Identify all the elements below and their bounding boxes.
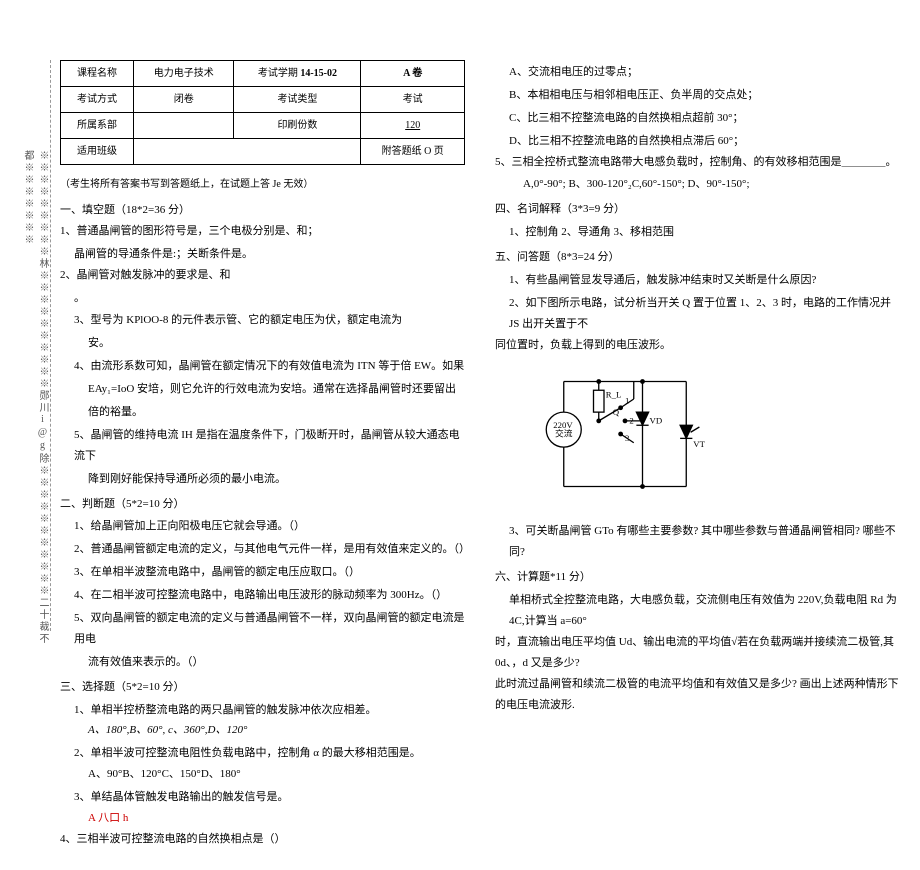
- table-row: 适用班级 附答题纸 O 页: [61, 139, 465, 165]
- q6-1: 单相桥式全控整流电路，大电感负载，交流侧电压有效值为 220V,负载电阻 Rd …: [509, 590, 900, 632]
- q2-2: 2、普通晶闸管额定电流的定义，与其他电气元件一样，是用有效值来定义的。（）: [74, 539, 465, 560]
- cell: 所属系部: [61, 113, 134, 139]
- q1-5b: 降到刚好能保持导通所必须的最小电流。: [88, 469, 465, 490]
- opt-text: A、180°,B、60°, c、360°,D、120°: [88, 724, 247, 736]
- q3-2-opts: A、90°B、120°C、150°D、180°: [88, 764, 465, 785]
- q1-4b: EAy₁=IoO 安培，则它允许的行效电流为安培。通常在选择晶闸管时还要留出: [88, 379, 465, 400]
- q2-5: 5、双向晶闸管的额定电流的定义与普通晶闸管不一样，双向晶闸管的额定电流是用电: [74, 608, 465, 650]
- cell: [133, 139, 360, 165]
- q5-1: 1、有些晶闸管显发导通后，触发脉冲结束时又关断是什么原因?: [509, 270, 900, 291]
- label-vt: VT: [693, 439, 705, 449]
- section-3-title: 三、选择题（5*2=10 分）: [60, 677, 465, 698]
- section-6-title: 六、计算题*11 分）: [495, 567, 900, 588]
- cell: 120: [361, 113, 465, 139]
- label-n2: 2: [629, 415, 633, 425]
- label-n1: 1: [625, 395, 629, 405]
- q1-1: 1、普通晶闸管的图形符号是，三个电极分别是、和；: [60, 221, 465, 242]
- opt-b: B、本相相电压与相邻相电压正、负半周的交点处；: [509, 85, 900, 106]
- section-1-title: 一、填空题（18*2=36 分）: [60, 200, 465, 221]
- label-src2: 交流: [555, 427, 573, 438]
- q1-3: 3、型号为 KPlOO-8 的元件表示管、它的额定电压为伏，额定电流为: [74, 310, 465, 331]
- q3-3-opts: A 八口 h: [88, 808, 465, 829]
- section-2-title: 二、判断题（5*2=10 分）: [60, 494, 465, 515]
- q1-3b: 安。: [88, 333, 465, 354]
- q2-4: 4、在二相半波可控整流电路中，电路输出电压波形的脉动频率为 300Hz。（）: [74, 585, 465, 606]
- label-q: Q: [613, 406, 620, 416]
- q3-1: 1、单相半控桥整流电路的两只晶闸管的触发脉冲依次应相差。: [74, 700, 465, 721]
- q3-5: 5、三相全控桥式整流电路带大电感负载时，控制角、的有效移相范围是＿＿＿＿。: [495, 152, 900, 173]
- cell: 印刷份数: [234, 113, 361, 139]
- info-table: 课程名称 电力电子技术 考试学期 14-15-02 A 卷 考试方式 闭卷 考试…: [60, 60, 465, 165]
- q3-1-opts: A、180°,B、60°, c、360°,D、120°: [88, 720, 465, 741]
- q3-3: 3、单结晶体管触发电路输出的触发信号是。: [74, 787, 465, 808]
- q3-4: 4、三相半波可控整流电路的自然换相点是（）: [60, 829, 465, 850]
- right-column: A、交流相电压的过零点； B、本相相电压与相邻相电压正、负半周的交点处； C、比…: [495, 60, 900, 850]
- cell: 电力电子技术: [133, 61, 234, 87]
- section-5-title: 五、问答题（8*3=24 分）: [495, 247, 900, 268]
- table-row: 考试方式 闭卷 考试类型 考试: [61, 87, 465, 113]
- label-n3: 3: [625, 433, 630, 443]
- cell: 考试类型: [234, 87, 361, 113]
- label-rl: R_L: [606, 389, 622, 399]
- q2-3: 3、在单相半波整流电路中，晶闸管的额定电压应取口。（）: [74, 562, 465, 583]
- q2-1: 1、给晶闸管加上正向阳极电压它就会导通。（）: [74, 516, 465, 537]
- opt-a: A、交流相电压的过零点；: [509, 62, 900, 83]
- label-vd: VD: [650, 415, 663, 425]
- binding-dash-line: [50, 60, 51, 631]
- section-4-title: 四、名词解释（3*3=9 分）: [495, 199, 900, 220]
- cell-label: 考试学期: [258, 68, 298, 79]
- q1-2b: 。: [74, 288, 465, 309]
- q1-2: 2、晶闸管对触发脉冲的要求是、和: [60, 265, 465, 286]
- table-row: 所属系部 印刷份数 120: [61, 113, 465, 139]
- cell: 适用班级: [61, 139, 134, 165]
- q6-2: 时，直流输出电压平均值 Ud、输出电流的平均值√若在负载两端并接续流二极管,其 …: [495, 632, 900, 674]
- q2-5b: 流有效值来表示的。（）: [88, 652, 465, 673]
- cell: [133, 113, 234, 139]
- q6-3: 此时流过晶闸管和续流二极管的电流平均值和有效值又是多少? 画出上述两种情形下的电…: [495, 674, 900, 716]
- q3-2: 2、单相半波可控整流电阻性负载电路中，控制角 α 的最大移相范围是。: [74, 743, 465, 764]
- q5-3: 3、可关断晶闸管 GTo 有哪些主要参数? 其中哪些参数与普通晶闸管相同? 哪些…: [509, 521, 900, 563]
- circuit-diagram: R_L 1 Q 2 3 VD VT 220V 交流: [535, 364, 715, 504]
- cell: 课程名称: [61, 61, 134, 87]
- opt-c: C、比三相不控整流电路的自然换相点超前 30°；: [509, 108, 900, 129]
- table-row: 课程名称 电力电子技术 考试学期 14-15-02 A 卷: [61, 61, 465, 87]
- answer-note: （考生将所有答案书写到答题纸上，在试题上答 Je 无效）: [60, 175, 465, 194]
- binding-margin-text: ※※※※※※※※※林※※※※※※※※※※郧川i@g除※※※※※※※※※※※二十裁…: [30, 150, 50, 651]
- q1-4c: 倍的裕量。: [88, 402, 465, 423]
- opt-d: D、比三相不控整流电路的自然换相点滞后 60°；: [509, 131, 900, 152]
- q5-2b: 同位置时，负载上得到的电压波形。: [495, 335, 900, 356]
- q5-2: 2、如下图所示电路，试分析当开关 Q 置于位置 1、2、3 时，电路的工作情况并…: [509, 293, 900, 335]
- q1-1b: 晶闸管的导通条件是:；关断条件是。: [74, 244, 465, 265]
- cell: A 卷: [361, 61, 465, 87]
- cell: 附答题纸 O 页: [361, 139, 465, 165]
- q1-5: 5、晶闸管的维持电流 IH 是指在温度条件下，门极断开时，晶闸管从较大通态电流下: [74, 425, 465, 467]
- exam-page: 课程名称 电力电子技术 考试学期 14-15-02 A 卷 考试方式 闭卷 考试…: [0, 0, 920, 870]
- cell: 闭卷: [133, 87, 234, 113]
- cell: 考试方式: [61, 87, 134, 113]
- cell: 考试: [361, 87, 465, 113]
- q3-5-opts: A,0°-90°; B、300-120°₂C,60°-150°; D、90°-1…: [523, 174, 900, 195]
- q4: 1、控制角 2、导通角 3、移相范围: [509, 222, 900, 243]
- q1-4: 4、由流形系数可知，晶闸管在额定情况下的有效值电流为 ITN 等于倍 EW。如果: [74, 356, 465, 377]
- cell-value: 14-15-02: [300, 68, 337, 79]
- cell: 考试学期 14-15-02: [234, 61, 361, 87]
- left-column: 课程名称 电力电子技术 考试学期 14-15-02 A 卷 考试方式 闭卷 考试…: [60, 60, 465, 850]
